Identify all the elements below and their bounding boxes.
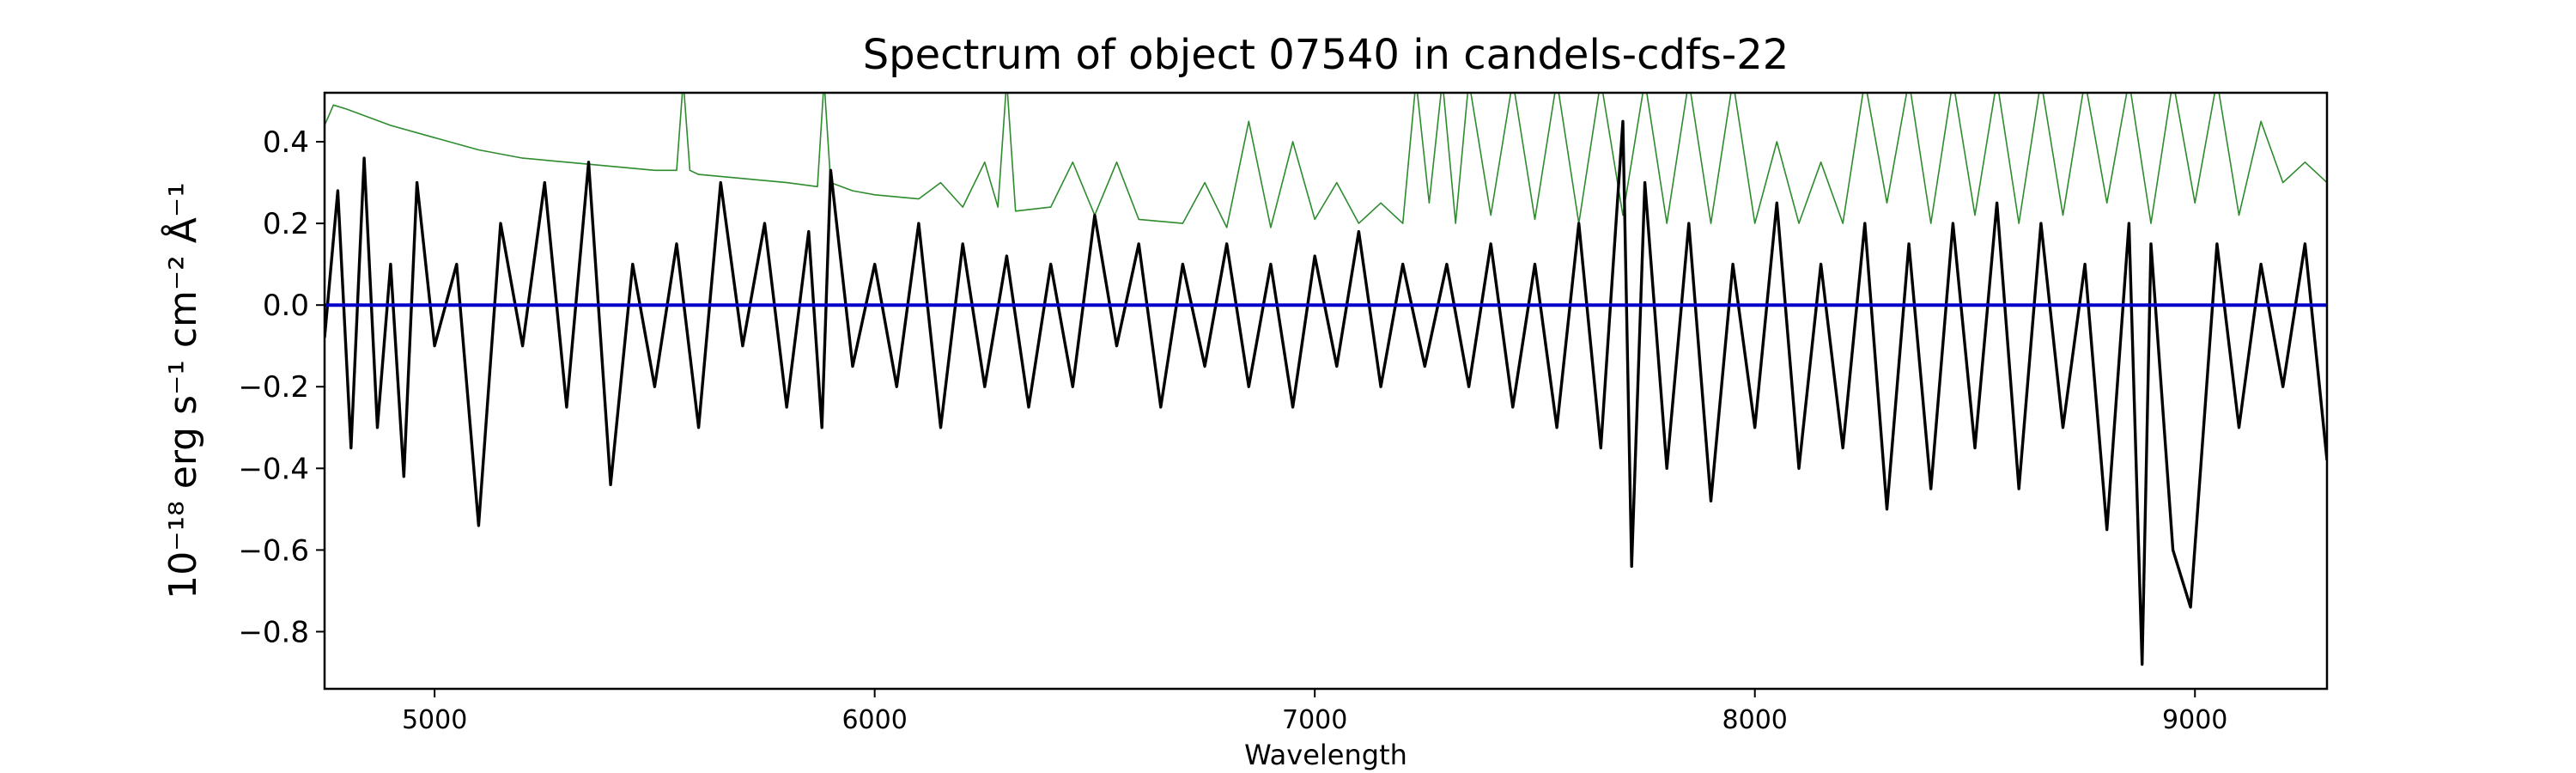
plot-background	[325, 93, 2327, 689]
y-tick-label: −0.8	[238, 615, 309, 649]
y-tick-label: −0.4	[238, 452, 309, 486]
x-tick-label: 5000	[402, 705, 467, 735]
x-tick-label: 7000	[1282, 705, 1347, 735]
x-axis-label: Wavelength	[1244, 739, 1407, 771]
x-tick-label: 9000	[2162, 705, 2227, 735]
y-tick-label: 0.0	[263, 289, 309, 323]
x-tick-label: 8000	[1722, 705, 1788, 735]
y-tick-label: −0.2	[238, 370, 309, 405]
chart-title: Spectrum of object 07540 in candels-cdfs…	[863, 31, 1789, 79]
y-tick-label: −0.6	[238, 533, 309, 568]
plot-frame	[323, 91, 2329, 691]
y-tick-label: 0.2	[263, 207, 309, 241]
y-axis: −0.8 −0.6 −0.4 −0.2 0.0 0.2 0.4	[238, 125, 325, 649]
x-tick-label: 6000	[841, 705, 907, 735]
series-layer	[325, 93, 2327, 666]
y-tick-label: 0.4	[263, 125, 309, 160]
noise-series-line	[325, 93, 2327, 228]
x-axis: 5000 6000 7000 8000 9000	[402, 689, 2227, 735]
flux-series-line	[325, 119, 2327, 666]
y-axis-label: 10⁻¹⁸ erg s⁻¹ cm⁻² Å⁻¹	[160, 182, 205, 599]
